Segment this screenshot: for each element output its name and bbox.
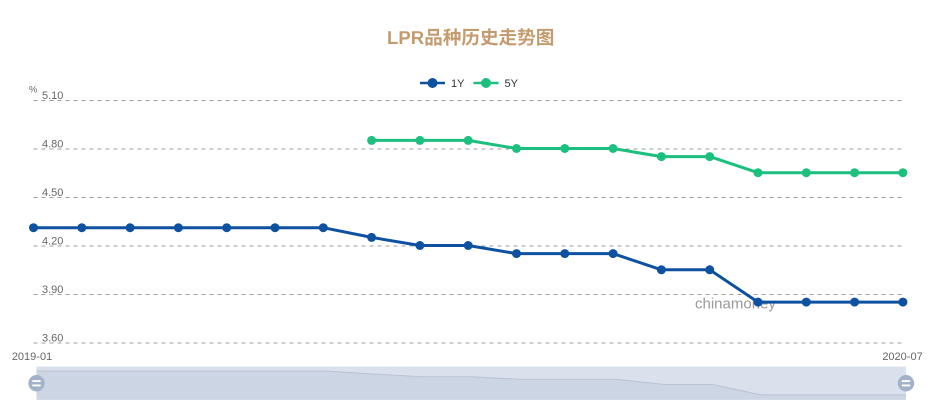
svg-text:1Y: 1Y [451, 78, 465, 90]
svg-text:4.50: 4.50 [42, 187, 63, 199]
svg-text:3.90: 3.90 [42, 284, 63, 296]
svg-text:%: % [29, 84, 38, 95]
svg-text:3.60: 3.60 [42, 333, 63, 345]
svg-text:4.20: 4.20 [42, 236, 63, 248]
svg-text:2019-01: 2019-01 [12, 351, 52, 363]
svg-text:chinamoney: chinamoney [695, 296, 776, 313]
svg-text:5Y: 5Y [505, 78, 519, 90]
svg-text:5.10: 5.10 [42, 90, 63, 102]
svg-text:4.80: 4.80 [42, 139, 63, 151]
svg-text:2020-07: 2020-07 [882, 351, 922, 363]
